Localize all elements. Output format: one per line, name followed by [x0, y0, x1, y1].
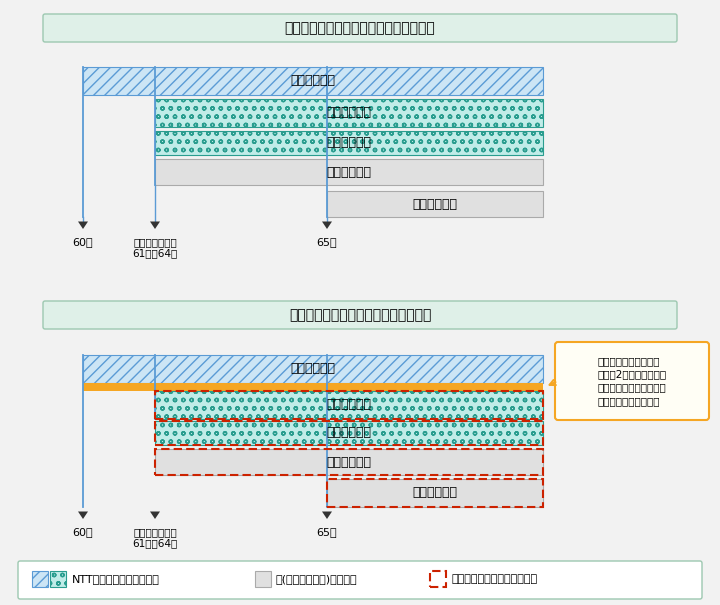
FancyBboxPatch shape	[555, 342, 709, 420]
Bar	[327, 479, 543, 507]
Text: 65歳: 65歳	[317, 527, 337, 537]
Bar	[327, 479, 543, 507]
FancyBboxPatch shape	[43, 301, 677, 329]
Text: 老齢厚生年金の繰上げ請求をしない場合: 老齢厚生年金の繰上げ請求をしない場合	[284, 21, 436, 35]
Text: 第２標準年金: 第２標準年金	[326, 106, 372, 120]
Text: 退職共済年金: 退職共済年金	[290, 362, 336, 376]
Polygon shape	[78, 511, 88, 519]
Bar	[155, 421, 543, 445]
Text: 65歳: 65歳	[317, 237, 337, 247]
Text: 老齢基礎年金: 老齢基礎年金	[413, 197, 457, 211]
Bar	[430, 571, 446, 587]
Text: 60歳: 60歳	[73, 237, 94, 247]
Text: 退職共済年金の減額部
分は第2標準年金で補て
んするため、結果として
金額は変わりません。: 退職共済年金の減額部 分は第2標準年金で補て んするため、結果として 金額は変わ…	[598, 356, 667, 406]
Bar	[155, 449, 543, 475]
Bar	[155, 159, 543, 185]
Bar	[155, 99, 543, 127]
Bar	[327, 191, 543, 217]
Bar	[155, 131, 543, 155]
FancyBboxPatch shape	[18, 561, 702, 599]
Text: 老齢厚生年金の繰上げ請求をする場合: 老齢厚生年金の繰上げ請求をする場合	[289, 308, 431, 322]
Bar	[32, 571, 48, 587]
Text: 老齢厚生年金: 老齢厚生年金	[326, 166, 372, 178]
Bar	[83, 383, 543, 391]
FancyBboxPatch shape	[43, 14, 677, 42]
Text: 第２標準年金: 第２標準年金	[326, 399, 372, 411]
Bar	[50, 571, 66, 587]
Bar	[83, 355, 543, 383]
Polygon shape	[150, 221, 160, 229]
Bar	[155, 449, 543, 475]
Text: NTT企業年金基金から支給: NTT企業年金基金から支給	[72, 574, 160, 584]
Bar	[155, 421, 543, 445]
Bar	[155, 391, 543, 419]
Text: 退職共済年金: 退職共済年金	[290, 74, 336, 88]
Text: 老齢厚生年金: 老齢厚生年金	[326, 456, 372, 468]
Text: は繰上げにより減額される分: は繰上げにより減額される分	[452, 574, 538, 584]
Bar	[255, 571, 271, 587]
Text: 国(日本年金機構)から支給: 国(日本年金機構)から支給	[275, 574, 356, 584]
Bar	[83, 67, 543, 95]
Text: 第１標準年金: 第１標準年金	[326, 137, 372, 149]
Bar	[155, 391, 543, 419]
Polygon shape	[322, 511, 332, 519]
Polygon shape	[78, 221, 88, 229]
Polygon shape	[322, 221, 332, 229]
Text: 老齢基礎年金: 老齢基礎年金	[413, 486, 457, 500]
Text: 第１標準年金: 第１標準年金	[326, 427, 372, 439]
Text: 生年月日により
61歳〜64歳: 生年月日により 61歳〜64歳	[132, 527, 178, 549]
Text: 生年月日により
61歳〜64歳: 生年月日により 61歳〜64歳	[132, 237, 178, 258]
Polygon shape	[150, 511, 160, 519]
Text: 60歳: 60歳	[73, 527, 94, 537]
